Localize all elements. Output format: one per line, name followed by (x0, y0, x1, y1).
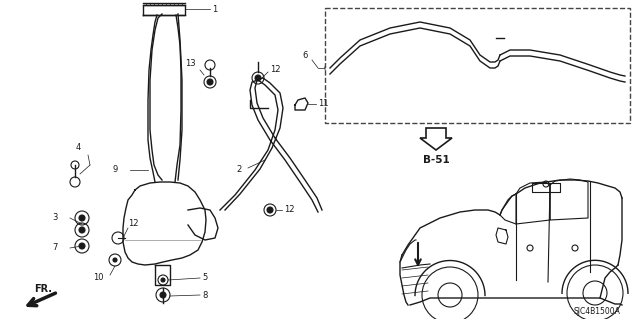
Text: FR.: FR. (34, 284, 52, 294)
Text: 6: 6 (303, 51, 308, 61)
Circle shape (255, 75, 261, 81)
Circle shape (113, 258, 117, 262)
Text: 12: 12 (270, 65, 280, 75)
Text: 12: 12 (128, 219, 138, 228)
Circle shape (207, 79, 213, 85)
Text: B-51: B-51 (422, 155, 449, 165)
Circle shape (79, 227, 85, 233)
Circle shape (328, 66, 332, 70)
Text: 11: 11 (318, 100, 328, 108)
Text: 2: 2 (237, 166, 242, 174)
Circle shape (161, 278, 165, 282)
Bar (325, 8, 630, 123)
Circle shape (338, 66, 342, 70)
Text: 5: 5 (202, 273, 207, 283)
Circle shape (79, 243, 85, 249)
Text: 9: 9 (113, 166, 118, 174)
Text: 8: 8 (202, 291, 207, 300)
Text: 12: 12 (284, 205, 294, 214)
Text: 7: 7 (52, 243, 58, 253)
Circle shape (79, 215, 85, 221)
Circle shape (267, 207, 273, 213)
Text: 1: 1 (212, 4, 217, 13)
Circle shape (160, 292, 166, 298)
Text: 10: 10 (93, 273, 104, 283)
Text: 13: 13 (186, 60, 196, 69)
Circle shape (497, 41, 503, 47)
Circle shape (619, 57, 625, 63)
Circle shape (335, 65, 341, 71)
Text: 4: 4 (76, 144, 81, 152)
Text: 3: 3 (52, 213, 58, 222)
Text: SJC4B1500A: SJC4B1500A (573, 308, 620, 316)
